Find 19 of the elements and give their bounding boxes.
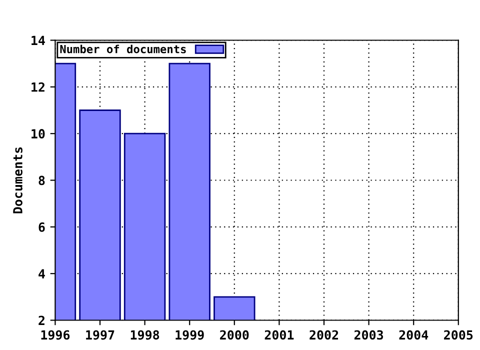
y-tick-label: 12 [32, 82, 44, 92]
x-tick-label: 2004 [399, 330, 428, 340]
y-tick-label: 14 [32, 36, 45, 45]
x-tick-label: 2001 [264, 330, 294, 340]
x-tick-label: 1998 [130, 330, 160, 340]
x-tick-label: 2000 [220, 330, 249, 340]
x-tick-label: 1996 [41, 330, 70, 340]
x-tick-label: 2005 [444, 330, 473, 340]
x-tick-label: 1997 [86, 330, 114, 340]
y-tick-label: 10 [32, 129, 45, 139]
y-tick-label: 8 [38, 176, 45, 186]
y-axis-title: Documents [13, 147, 22, 214]
x-tick-label: 1999 [176, 330, 204, 340]
y-tick-label: 2 [38, 316, 44, 325]
y-tick-label: 4 [38, 269, 45, 278]
legend-label: Number of documents [60, 44, 186, 54]
y-tick-label: 6 [38, 222, 45, 232]
x-tick-label: 2002 [310, 330, 338, 340]
x-tick-label: 2003 [354, 330, 384, 340]
